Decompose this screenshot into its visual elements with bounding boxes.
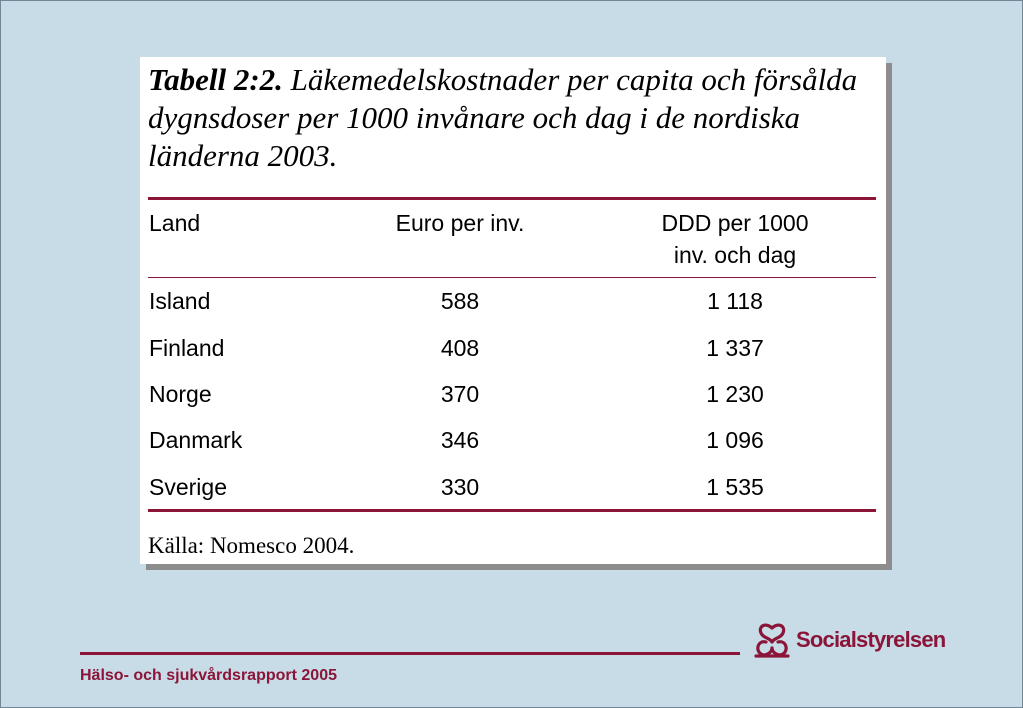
header-rule [148,277,876,278]
cell-land: Danmark [149,427,243,453]
footer-rule [80,652,740,655]
table-top-rule [148,197,876,200]
cell-ddd: 1 118 [707,288,763,314]
header-ddd-line2: inv. och dag [673,242,797,268]
cell-euro: 588 [440,288,480,314]
caption-label: Tabell 2:2. [148,62,283,97]
cell-euro: 346 [440,427,480,453]
cell-ddd: 1 337 [706,335,764,361]
caption-text: Läkemedelskostnader per capita och förså… [148,62,858,173]
cell-land: Island [149,288,211,314]
footer-report-title: Hälso- och sjukvårdsrapport 2005 [80,667,337,684]
cell-land: Sverige [149,474,227,500]
cell-euro: 370 [440,381,480,407]
cell-ddd: 1 230 [706,381,764,407]
table-source: Källa: Nomesco 2004. [148,533,355,558]
header-land: Land [149,210,201,236]
cell-euro: 408 [440,335,480,361]
header-euro: Euro per inv. [395,210,525,236]
logo-wordmark: Socialstyrelsen [796,627,946,652]
cell-euro: 330 [440,474,480,500]
header-ddd-line1: DDD per 1000 [661,210,809,236]
cell-land: Finland [149,335,225,361]
socialstyrelsen-emblem-icon [754,623,790,658]
table-card: Tabell 2:2. Läkemedelskostnader per capi… [140,57,886,564]
table-bottom-rule [148,509,876,512]
socialstyrelsen-logo: Socialstyrelsen [752,620,946,660]
cell-ddd: 1 535 [706,474,764,500]
cell-ddd: 1 096 [706,427,764,453]
cell-land: Norge [149,381,212,407]
table-caption: Tabell 2:2. Läkemedelskostnader per capi… [148,61,878,175]
